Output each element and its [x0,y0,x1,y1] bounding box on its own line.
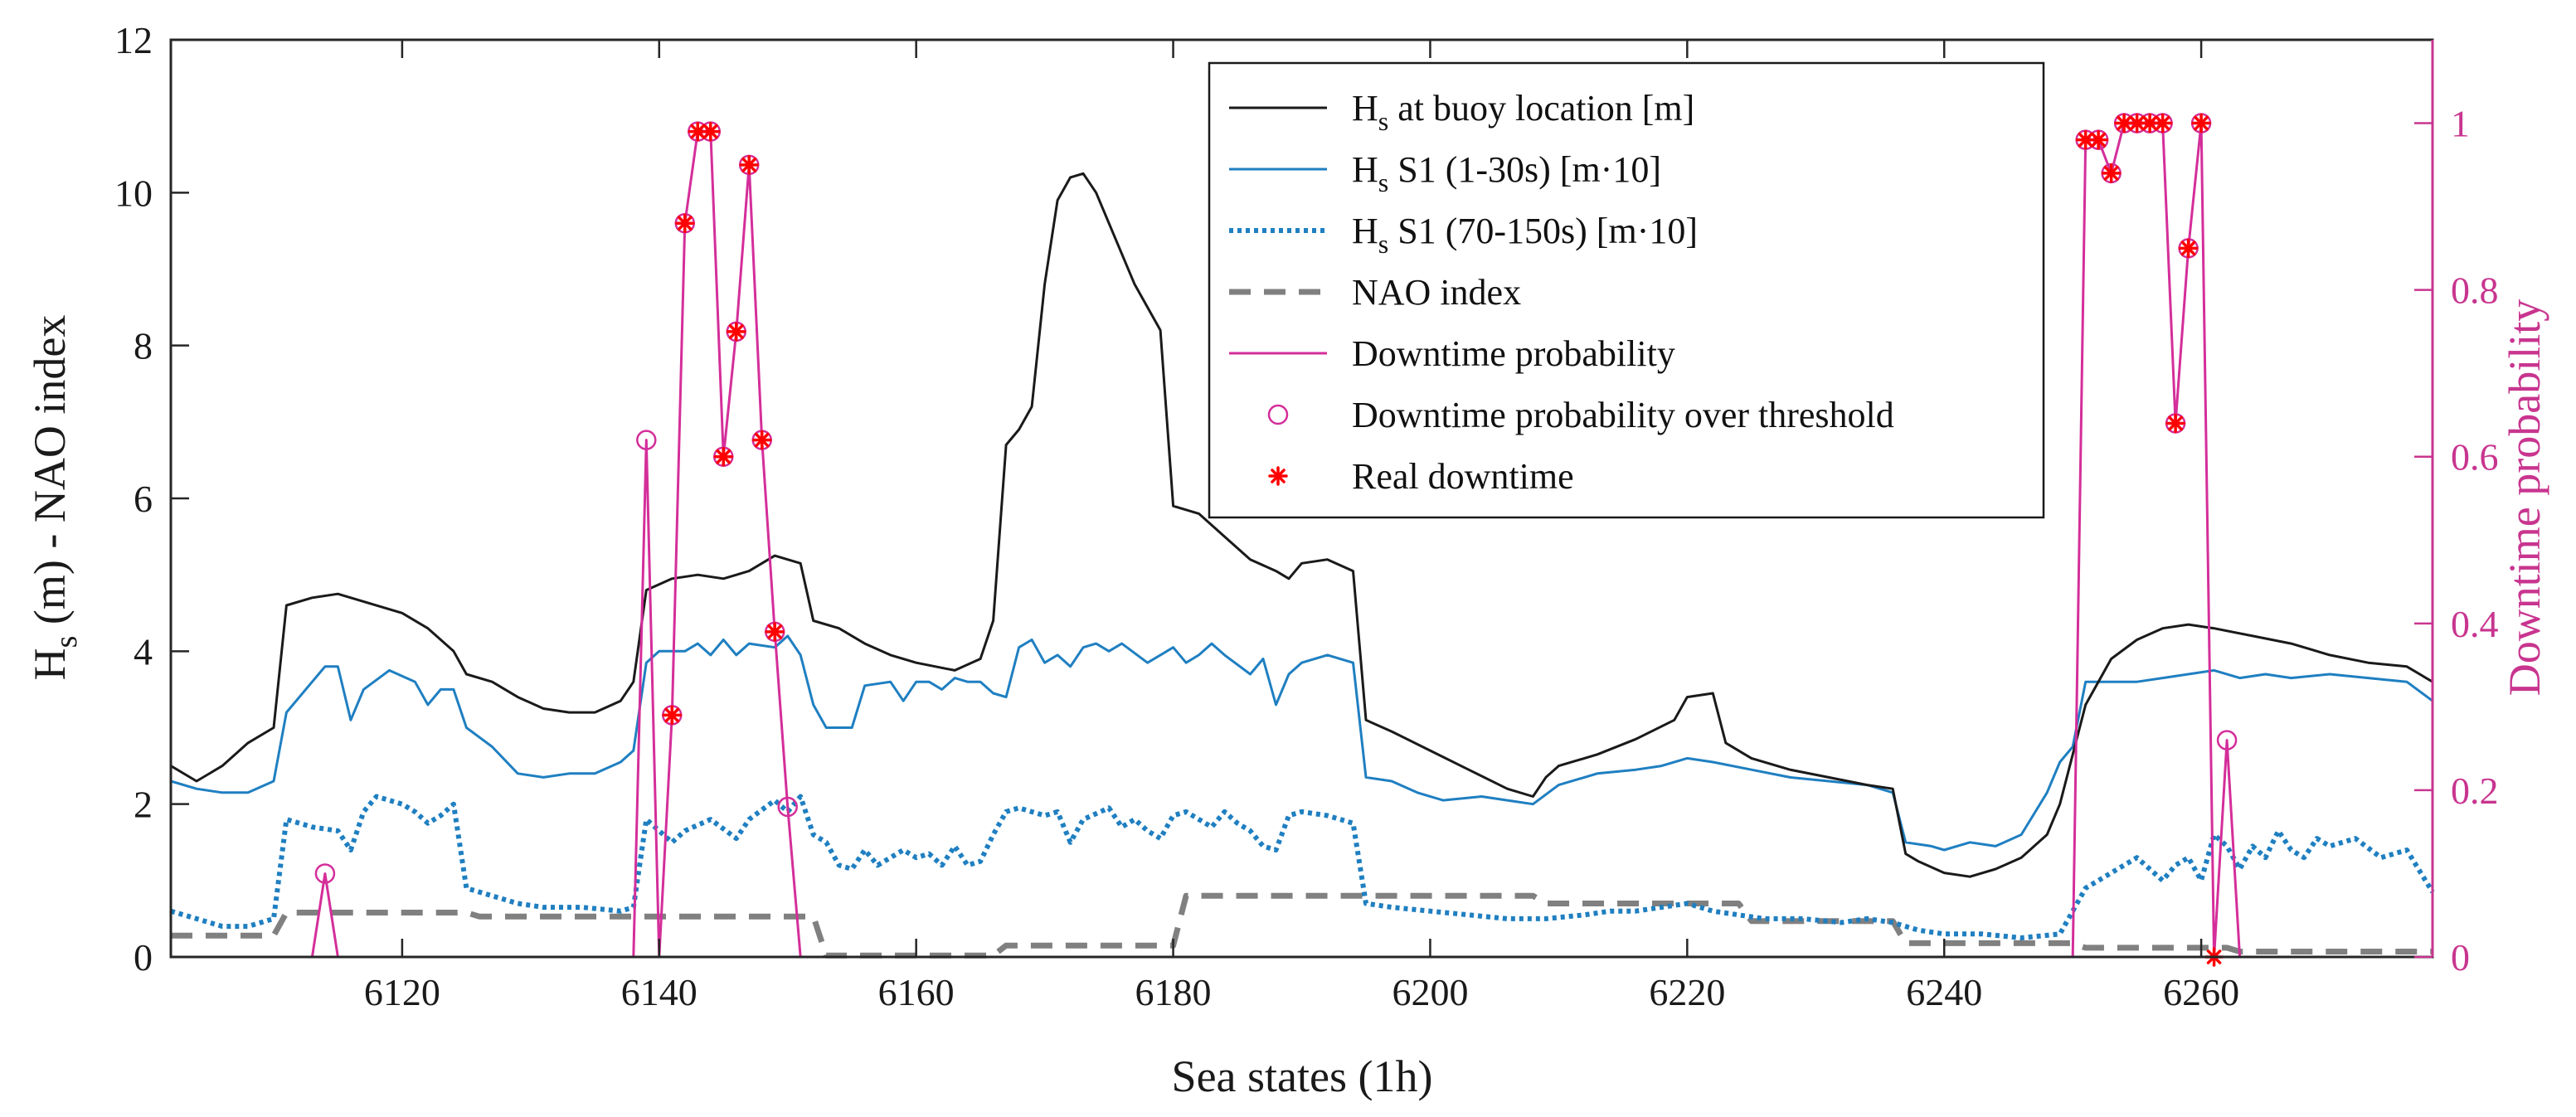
x-tick-label: 6260 [2163,971,2239,1013]
series-line-downtime [171,122,2433,959]
x-tick-label: 6220 [1649,971,1725,1013]
legend-label: NAO index [1352,272,1521,313]
y-left-tick-label: 8 [134,325,153,367]
plot-layer [170,113,2435,967]
real-downtime-marker [2126,113,2147,134]
real-downtime-marker [2075,129,2096,150]
legend-label: Downtime probability [1352,333,1675,374]
legend: Hs at buoy location [m] Hs S1 (1-30s) [m·… [1208,61,2045,519]
ticks-layer: 6120 6140 6160 6180 6200 6220 6240 626002468101… [114,19,2499,1013]
real-downtime-marker [751,430,772,450]
legend-label: Hs S1 (1-30s) [m·10] [1352,149,1661,197]
y-right-tick-label: 1 [2451,103,2470,145]
y-left-tick-label: 2 [134,784,153,826]
x-tick-label: 6180 [1135,971,1212,1013]
y-right-tick-label: 0 [2451,936,2470,979]
y-axis-left-title: Hs (m) - NAO index [25,315,84,681]
legend-entry-over_threshold: Downtime probability over threshold [1267,395,1894,435]
real-downtime-marker [739,155,759,175]
legend-box [1208,61,2045,519]
y-right-tick-label: 0.6 [2451,436,2499,478]
x-tick-label: 6120 [364,971,440,1013]
y-left-tick-label: 0 [134,936,153,979]
legend-entry-downtime: Downtime probability [1229,333,1675,374]
legend-swatch [1267,404,1289,425]
real-downtime-marker [2101,163,2122,183]
y-right-tick-label: 0.2 [2451,770,2499,812]
over-threshold-marker [314,863,336,884]
y-right-tick-label: 0.4 [2451,603,2499,645]
legend-label: Hs S1 (70-150s) [m·10] [1352,211,1698,259]
real-downtime-marker [2140,113,2160,134]
legend-entry-real_downtime: Real downtime [1268,456,1574,497]
legend-label: Hs at buoy location [m] [1352,88,1694,136]
x-tick-label: 6160 [878,971,955,1013]
legend-label: Downtime probability over threshold [1352,395,1894,435]
real-downtime-marker [662,705,683,726]
real-downtime-marker [2152,113,2173,134]
over-threshold-marker [2216,730,2238,750]
real-downtime-marker [765,622,785,642]
y-left-tick-label: 4 [134,630,153,673]
x-tick-label: 6140 [621,971,697,1013]
y-left-tick-label: 6 [134,478,153,520]
y-right-tick-label: 0.8 [2451,270,2499,312]
legend-entries: Hs at buoy location [m] Hs S1 (1-30s) [m·… [1229,88,1894,497]
real-downtime-marker [2088,129,2108,150]
legend-entry-hs_s1_long: Hs S1 (70-150s) [m·10] [1229,211,1698,259]
real-downtime-marker [2178,238,2199,259]
legend-label: Real downtime [1352,456,1574,497]
real-downtime-marker [701,121,721,142]
y-left-tick-label: 12 [114,19,153,61]
real-downtime-marker [713,446,734,467]
y-left-tick-label: 10 [114,172,153,214]
legend-swatch [1268,466,1288,486]
real-downtime-marker [727,322,746,342]
legend-entry-hs_s1_short: Hs S1 (1-30s) [m·10] [1229,149,1661,197]
x-tick-label: 6200 [1392,971,1468,1013]
y-axis-right-title: Downtime probability [2500,299,2549,696]
legend-entry-nao: NAO index [1229,272,1521,313]
x-tick-label: 6240 [1906,971,1982,1013]
series-line-hs_buoy [170,172,2433,878]
legend-entry-hs_buoy: Hs at buoy location [m] [1229,88,1694,136]
real-downtime-marker [675,213,695,233]
series-line-hs_s1_short [170,634,2433,852]
over-threshold-marker [636,430,657,450]
x-axis-title: Sea states (1h) [1172,1051,1433,1101]
real-downtime-marker [2165,413,2185,434]
real-downtime-marker [688,121,708,142]
over-threshold-marker [777,796,798,818]
series-line-nao [171,892,2433,959]
real-downtime-marker [2191,113,2211,134]
